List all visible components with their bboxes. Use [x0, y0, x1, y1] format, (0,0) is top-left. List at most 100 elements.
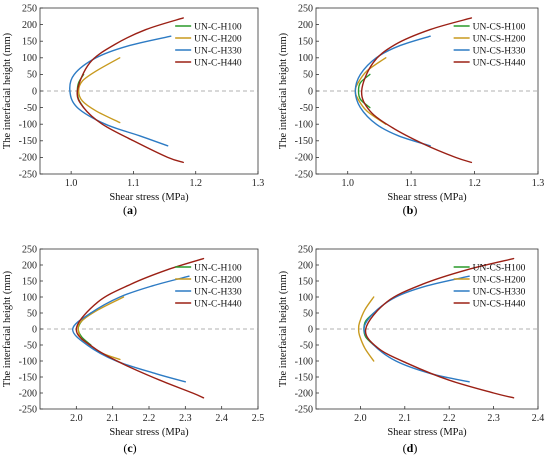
legend-entry: UN-CS-H440 [473, 58, 526, 68]
y-tick-label: -250 [19, 169, 37, 180]
legend-entry: UN-C-H100 [194, 263, 242, 273]
legend: UN-C-H100 UN-C-H200 UN-C-H330 UN-C-H440 [175, 263, 242, 309]
panel-label: (d) [403, 441, 418, 455]
chart-panel-c: -250 -200 -150 -100 -50 0 50 100 150 200 250 2.0 2.1… [2, 244, 264, 455]
chart-panel-d: -250 -200 -150 -100 -50 0 50 100 150 200 250 2.0 2.1… [278, 244, 544, 455]
y-tick-label: 50 [303, 308, 313, 319]
x-tick-label: 1.0 [341, 178, 354, 189]
legend-entry: UN-CS-H330 [473, 287, 526, 297]
y-tick-label: 100 [22, 292, 37, 303]
x-tick-label: 2.5 [252, 413, 265, 424]
series-line-un-c-h200 [77, 57, 121, 124]
panel-label: (a) [123, 203, 137, 217]
y-tick-label: -200 [19, 388, 37, 399]
y-tick-label: -50 [24, 103, 37, 114]
legend-entry: UN-CS-H330 [473, 46, 526, 56]
x-tick-label: 2.1 [399, 413, 412, 424]
x-tick-label: 1.2 [189, 178, 202, 189]
plot-frame [315, 7, 539, 175]
y-tick-label: 50 [27, 70, 37, 81]
y-tick-label: -50 [24, 340, 37, 351]
y-tick-label: -100 [19, 356, 37, 367]
legend-entry: UN-CS-H100 [473, 22, 526, 32]
y-tick-label: 250 [22, 244, 37, 255]
y-tick-label: -250 [19, 404, 37, 415]
x-tick-label: 1.1 [405, 178, 418, 189]
x-axis-label: Shear stress (MPa) [109, 427, 189, 438]
y-tick-label: -200 [295, 388, 313, 399]
y-tick-label: 0 [308, 86, 313, 97]
series-line-un-cs-h330 [363, 275, 470, 383]
legend-entry: UN-C-H100 [194, 22, 242, 32]
series-line-un-c-h330 [69, 35, 172, 147]
y-tick-label: -50 [300, 103, 313, 114]
legend-entry: UN-CS-H440 [473, 299, 526, 309]
legend: UN-CS-H100 UN-CS-H200 UN-CS-H330 UN-CS-H440 [453, 22, 526, 68]
y-tick-label: -200 [295, 153, 313, 164]
y-tick-label: -150 [295, 372, 313, 383]
x-tick-label: 2.0 [70, 413, 83, 424]
y-tick-label: -100 [295, 356, 313, 367]
panel-label: (c) [123, 441, 136, 455]
y-tick-label: 150 [22, 37, 37, 48]
chart-panel-a: -250 -200 -150 -100 -50 0 50 100 150 200 250 1.0 1.1… [2, 3, 264, 217]
x-tick-label: 2.3 [179, 413, 192, 424]
y-tick-label: -250 [295, 404, 313, 415]
y-tick-label: 250 [22, 3, 37, 14]
y-tick-label: 200 [22, 260, 37, 271]
y-axis-label: The interfacial height (mm) [278, 270, 289, 387]
series-line-un-cs-h440 [360, 17, 473, 164]
x-tick-label: 2.4 [215, 413, 228, 424]
y-tick-label: -100 [19, 120, 37, 131]
series-line-un-cs-h100 [357, 73, 371, 109]
y-tick-label: 200 [22, 20, 37, 31]
y-tick-label: 250 [298, 3, 313, 14]
x-tick-label: 2.2 [143, 413, 156, 424]
series-line-un-cs-h330 [354, 35, 431, 147]
series-line-un-c-h440 [76, 17, 184, 164]
panel-label: (b) [403, 203, 418, 217]
y-tick-label: -150 [295, 136, 313, 147]
y-tick-label: 50 [27, 308, 37, 319]
x-tick-label: 2.1 [106, 413, 119, 424]
x-tick-label: 1.3 [532, 178, 545, 189]
y-tick-label: -100 [295, 120, 313, 131]
x-tick-label: 2.3 [487, 413, 500, 424]
series-line-un-c-h440 [75, 257, 205, 399]
x-tick-label: 2.2 [443, 413, 456, 424]
x-tick-label: 1.0 [65, 178, 78, 189]
y-tick-label: 150 [298, 276, 313, 287]
y-tick-label: -200 [19, 153, 37, 164]
legend: UN-C-H100 UN-C-H200 UN-C-H330 UN-C-H440 [175, 22, 242, 68]
y-tick-label: 150 [298, 37, 313, 48]
y-tick-label: -50 [300, 340, 313, 351]
legend-entry: UN-C-H440 [194, 299, 242, 309]
y-tick-label: -150 [19, 372, 37, 383]
legend-entry: UN-C-H330 [194, 287, 242, 297]
x-tick-label: 1.1 [127, 178, 140, 189]
series-line-un-c-h330 [72, 275, 190, 383]
legend-entry: UN-CS-H200 [473, 34, 526, 44]
legend-entry: UN-C-H200 [194, 275, 242, 285]
x-tick-label: 2.4 [532, 413, 545, 424]
y-tick-label: 0 [308, 324, 313, 335]
y-tick-label: 150 [22, 276, 37, 287]
y-tick-label: 100 [22, 53, 37, 64]
x-tick-label: 1.2 [468, 178, 481, 189]
legend-entry: UN-CS-H200 [473, 275, 526, 285]
y-tick-label: 200 [298, 20, 313, 31]
y-tick-label: 50 [303, 70, 313, 81]
legend: UN-CS-H100 UN-CS-H200 UN-CS-H330 UN-CS-H440 [453, 263, 526, 309]
series-line-un-cs-h440 [364, 257, 515, 399]
y-tick-label: -250 [295, 169, 313, 180]
x-axis-label: Shear stress (MPa) [387, 192, 467, 203]
legend-entry: UN-C-H440 [194, 58, 242, 68]
y-axis-label: The interfacial height (mm) [2, 32, 13, 149]
y-tick-label: -150 [19, 136, 37, 147]
x-tick-label: 2.0 [354, 413, 367, 424]
y-tick-label: 100 [298, 53, 313, 64]
y-tick-label: 200 [298, 260, 313, 271]
legend-entry: UN-C-H200 [194, 34, 242, 44]
legend-entry: UN-CS-H100 [473, 263, 526, 273]
